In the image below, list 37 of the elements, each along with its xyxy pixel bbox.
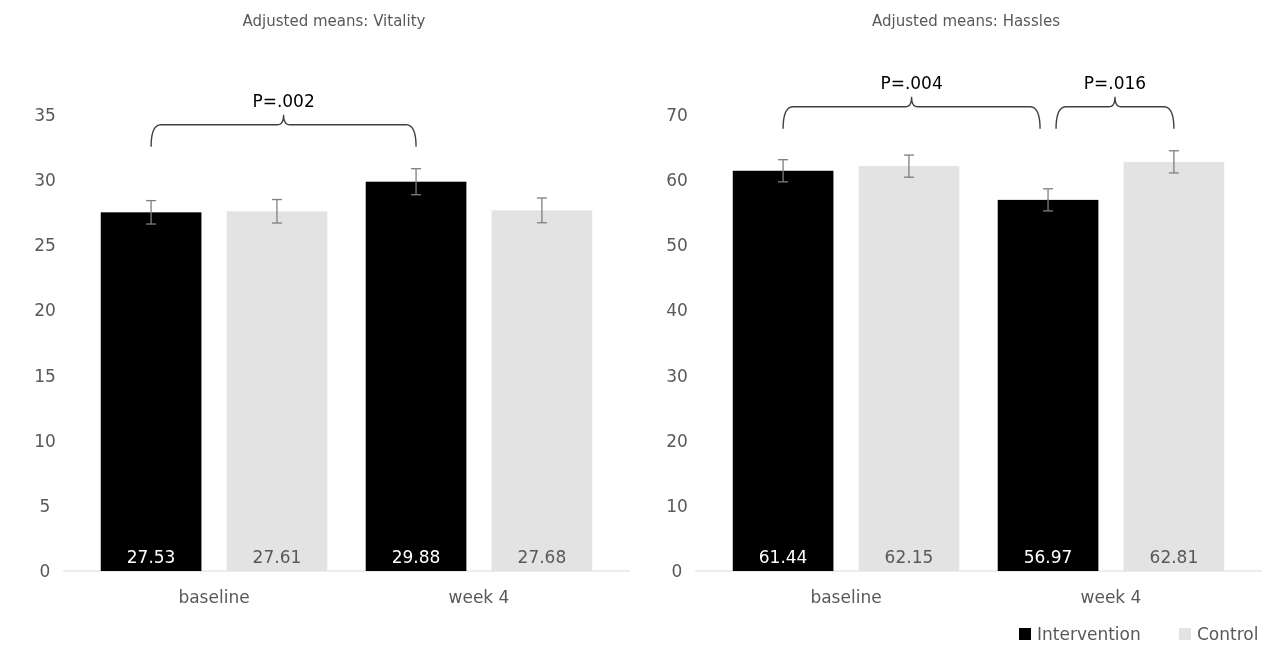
y-tick-label: 30 <box>666 365 688 386</box>
bar <box>997 199 1099 571</box>
y-tick-label: 0 <box>671 561 683 581</box>
legend-label: Intervention <box>1037 624 1141 644</box>
text: P=.002 <box>252 90 315 111</box>
y-tick-label: 50 <box>666 235 688 256</box>
y-tick-label: 60 <box>666 170 688 191</box>
text: P=.016 <box>1083 72 1147 93</box>
y-tick-label: 5 <box>39 495 51 516</box>
data-label: 27.61 <box>252 547 302 567</box>
chart-title: Adjusted means: Hassles <box>872 12 1061 30</box>
data-label: 62.15 <box>884 547 934 567</box>
legend-label: Control <box>1197 624 1259 644</box>
x-tick-label: week 4 <box>1080 587 1142 607</box>
y-tick-label: 10 <box>34 430 56 451</box>
y-tick-label: 35 <box>34 105 56 125</box>
y-tick-label: 20 <box>34 300 56 321</box>
bar <box>732 170 834 571</box>
data-label: 62.81 <box>1149 547 1199 567</box>
y-tick-label: 30 <box>34 170 56 191</box>
y-tick-label: 20 <box>666 430 688 451</box>
y-tick-label: 40 <box>666 300 688 321</box>
data-label: 56.97 <box>1023 547 1073 567</box>
y-tick-label: 70 <box>666 105 688 125</box>
data-label: 27.68 <box>517 547 567 567</box>
text: P=.004 <box>880 72 943 93</box>
chart-title: Adjusted means: Vitality <box>242 12 426 30</box>
x-tick-label: baseline <box>810 587 882 607</box>
y-tick-label: 25 <box>34 235 56 256</box>
x-tick-label: week 4 <box>448 587 510 607</box>
data-label: 29.88 <box>391 547 441 567</box>
data-label: 27.53 <box>126 547 176 567</box>
y-tick-label: 15 <box>34 365 56 386</box>
data-label: 61.44 <box>758 547 808 567</box>
y-tick-label: 10 <box>666 495 688 516</box>
y-tick-label: 0 <box>39 561 51 581</box>
x-tick-label: baseline <box>178 587 250 607</box>
